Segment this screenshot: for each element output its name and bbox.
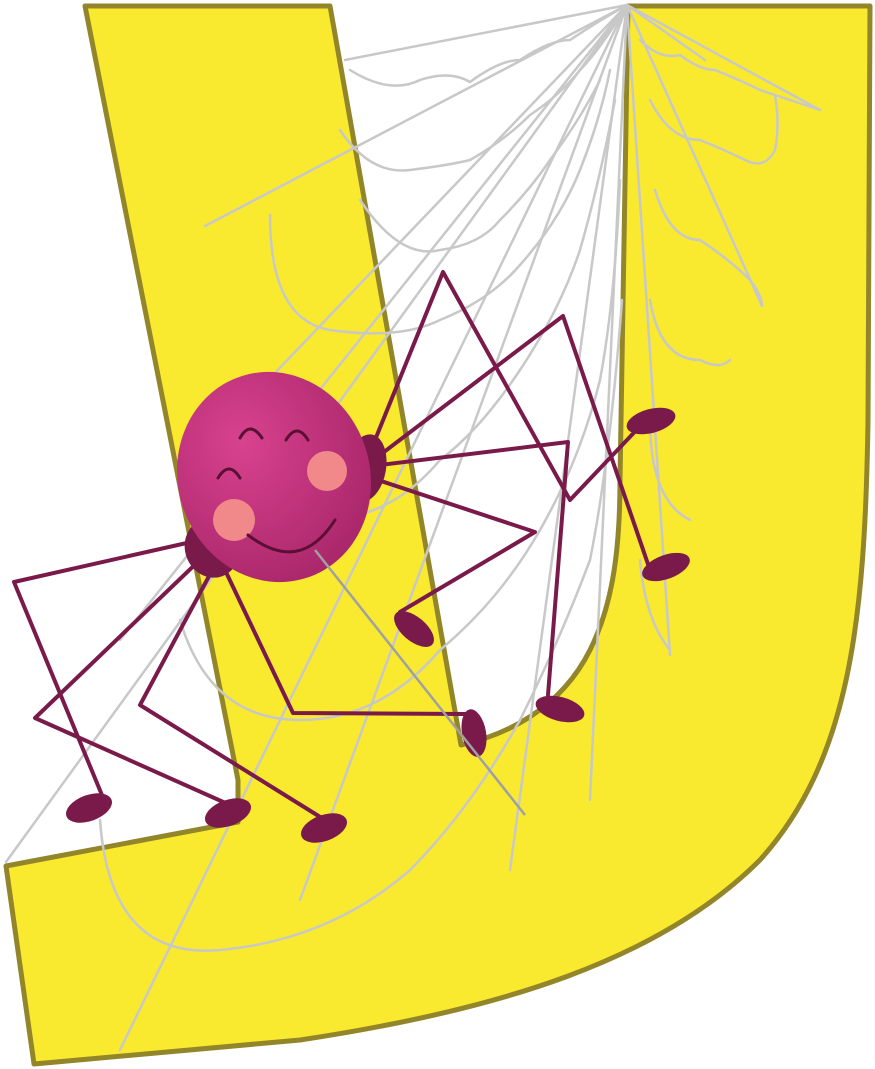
spider-eyes [216, 427, 310, 480]
spider-cheek-right [307, 451, 347, 491]
spider-icon [12, 270, 690, 843]
letter-y-shape [3, 3, 873, 1067]
spider-smile [246, 518, 337, 554]
spider-silk-thread [314, 549, 526, 816]
spider-cheek-left [213, 499, 255, 541]
spider-legs [12, 270, 652, 822]
spider-feet [66, 407, 690, 843]
